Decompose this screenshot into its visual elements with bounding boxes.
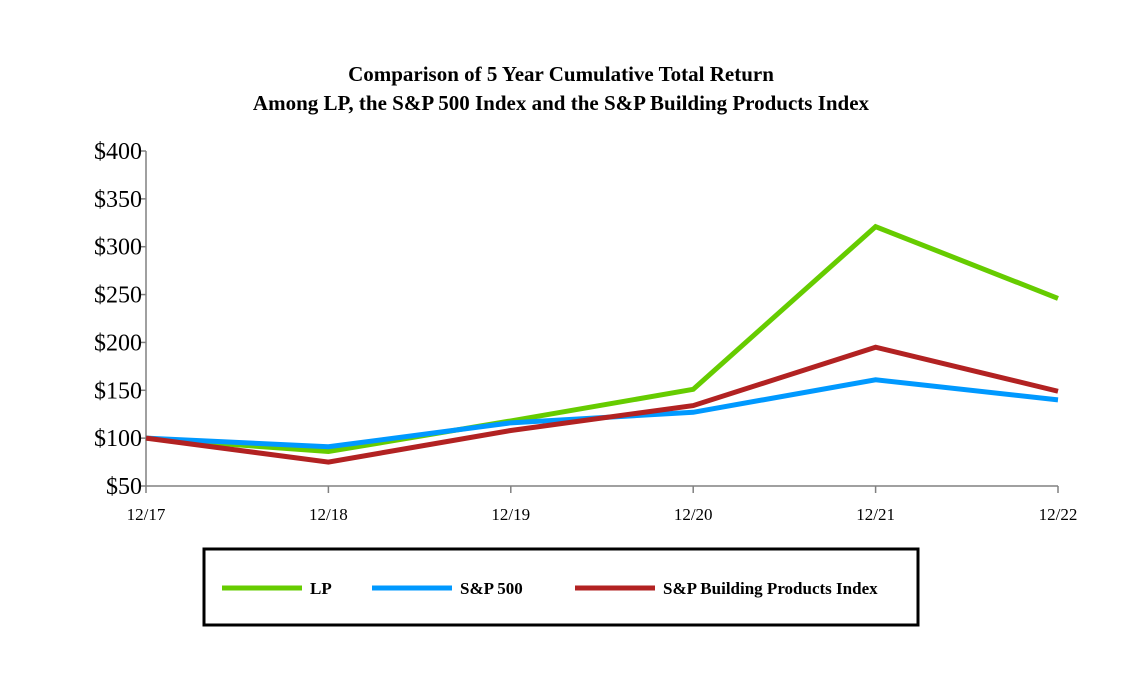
y-axis-ticks: $50 $100 $150 $200 $250 $300 $350 $400: [94, 139, 146, 500]
x-tick-label: 12/18: [309, 505, 348, 524]
y-tick-label: $200: [94, 330, 142, 356]
x-tick-label: 12/19: [491, 505, 530, 524]
series-line-lp: [145, 223, 1059, 455]
y-tick-label: $50: [106, 474, 142, 500]
legend-label-lp: LP: [310, 579, 332, 598]
y-tick-label: $300: [94, 235, 142, 261]
x-tick-label: 12/20: [674, 505, 713, 524]
legend-label-sp500: S&P 500: [460, 579, 523, 598]
y-tick-label: $150: [94, 378, 142, 404]
chart-title: Comparison of 5 Year Cumulative Total Re…: [348, 62, 774, 86]
x-tick-label: 12/21: [856, 505, 895, 524]
y-tick-label: $100: [94, 426, 142, 452]
legend-box: [202, 547, 920, 627]
x-tick-label: 12/17: [127, 505, 166, 524]
series-line-s-p-building-products-index: [145, 344, 1059, 465]
series-line-s-p-500: [145, 377, 1059, 450]
legend-label-building-products: S&P Building Products Index: [663, 579, 878, 598]
x-tick-label: 12/22: [1039, 505, 1078, 524]
y-tick-label: $350: [94, 187, 142, 213]
chart-subtitle: Among LP, the S&P 500 Index and the S&P …: [253, 91, 870, 115]
y-tick-label: $400: [94, 139, 142, 165]
legend: LP S&P 500 S&P Building Products Index: [202, 547, 920, 627]
series-lines: [145, 223, 1059, 465]
y-tick-label: $250: [94, 283, 142, 309]
x-axis-ticks: 12/17 12/18 12/19 12/20 12/21 12/22: [127, 486, 1078, 524]
